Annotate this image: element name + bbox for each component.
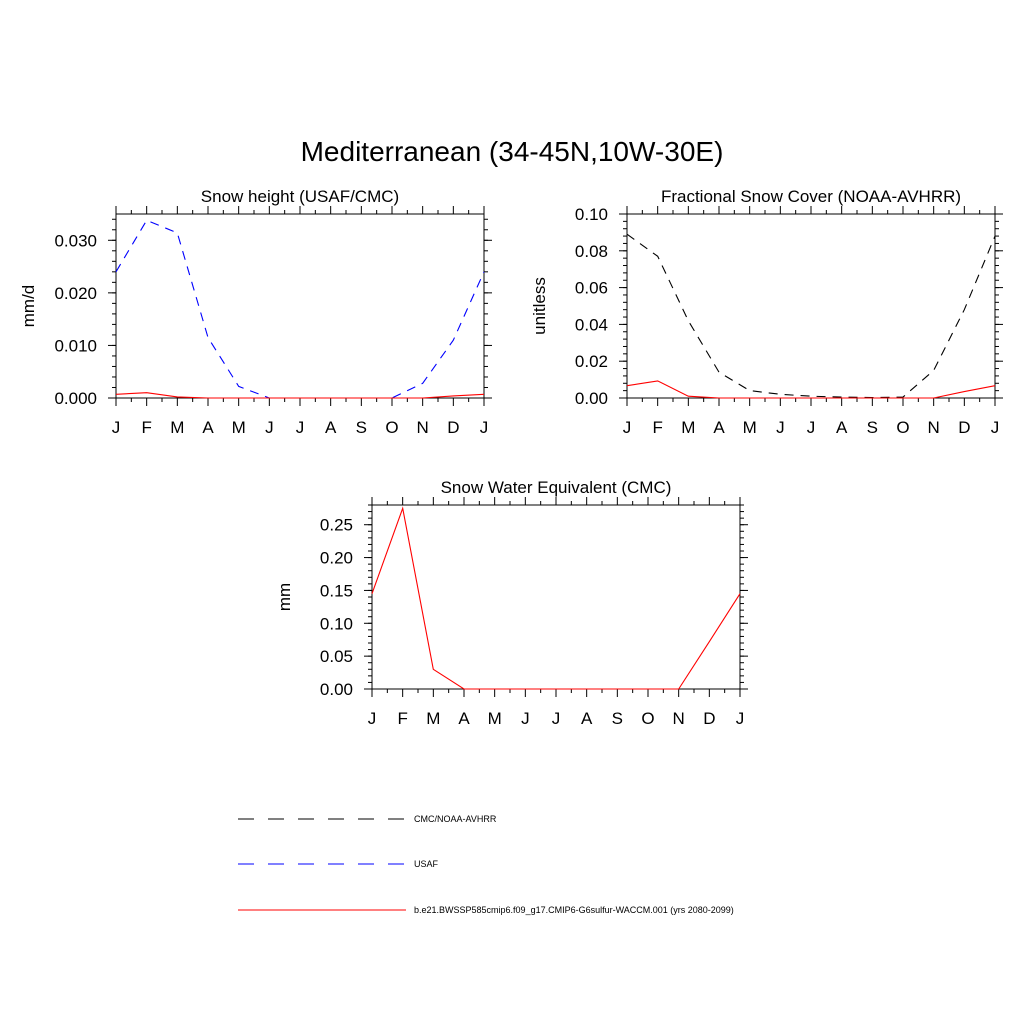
y-tick-label: 0.08 bbox=[575, 242, 608, 261]
panel-fractional-snow-cover: Fractional Snow Cover (NOAA-AVHRR) unitle… bbox=[530, 187, 1003, 437]
x-tick-label: J bbox=[112, 418, 121, 437]
x-tick-label: J bbox=[552, 709, 561, 728]
y-tick-label: 0.020 bbox=[54, 284, 97, 303]
x-tick-label: A bbox=[713, 418, 725, 437]
plot-frame bbox=[626, 213, 996, 399]
panel-title: Snow Water Equivalent (CMC) bbox=[441, 478, 672, 497]
x-tick-label: M bbox=[743, 418, 757, 437]
x-tick-label: M bbox=[488, 709, 502, 728]
y-tick-label: 0.10 bbox=[575, 205, 608, 224]
x-tick-label: J bbox=[991, 418, 1000, 437]
x-tick-label: D bbox=[958, 418, 970, 437]
x-tick-label: J bbox=[480, 418, 489, 437]
series-line bbox=[115, 392, 485, 399]
y-tick-label: 0.15 bbox=[320, 581, 353, 600]
x-tick-label: M bbox=[170, 418, 184, 437]
panel-title: Snow height (USAF/CMC) bbox=[201, 187, 399, 206]
series-line bbox=[371, 506, 741, 690]
x-tick-label: F bbox=[652, 418, 662, 437]
x-tick-label: J bbox=[521, 709, 530, 728]
plot-frame bbox=[115, 213, 485, 399]
y-tick-label: 0.000 bbox=[54, 389, 97, 408]
x-tick-label: A bbox=[836, 418, 848, 437]
x-tick-label: J bbox=[623, 418, 632, 437]
x-tick-label: A bbox=[458, 709, 470, 728]
x-tick-label: S bbox=[867, 418, 878, 437]
y-tick-label: 0.25 bbox=[320, 516, 353, 535]
x-tick-label: J bbox=[296, 418, 305, 437]
x-tick-label: J bbox=[368, 709, 377, 728]
legend-label: b.e21.BWSSP585cmip6.f09_g17.CMIP6-G6sulf… bbox=[414, 905, 734, 915]
x-tick-label: D bbox=[447, 418, 459, 437]
x-tick-label: O bbox=[385, 418, 398, 437]
x-tick-label: J bbox=[265, 418, 274, 437]
x-tick-label: S bbox=[612, 709, 623, 728]
page-title: Mediterranean (34-45N,10W-30E) bbox=[300, 136, 724, 167]
series-line bbox=[626, 233, 996, 399]
y-tick-label: 0.05 bbox=[320, 647, 353, 666]
series-line bbox=[115, 219, 485, 399]
x-tick-label: N bbox=[417, 418, 429, 437]
y-axis-label: mm/d bbox=[19, 285, 38, 328]
panel-snow-water-equivalent: Snow Water Equivalent (CMC)mmJ F M A M J J A S O N… bbox=[275, 478, 748, 728]
x-tick-label: A bbox=[581, 709, 593, 728]
x-tick-label: J bbox=[776, 418, 785, 437]
y-tick-label: 0.20 bbox=[320, 549, 353, 568]
y-axis-label: unitless bbox=[530, 277, 549, 335]
x-tick-label: M bbox=[232, 418, 246, 437]
x-tick-label: D bbox=[703, 709, 715, 728]
y-tick-label: 0.00 bbox=[320, 680, 353, 699]
x-tick-label: F bbox=[141, 418, 151, 437]
y-tick-label: 0.10 bbox=[320, 614, 353, 633]
y-tick-label: 0.04 bbox=[575, 315, 608, 334]
panel-title: Fractional Snow Cover (NOAA-AVHRR) bbox=[661, 187, 961, 206]
x-tick-label: O bbox=[896, 418, 909, 437]
x-tick-label: S bbox=[356, 418, 367, 437]
x-tick-label: A bbox=[325, 418, 337, 437]
x-tick-label: J bbox=[736, 709, 745, 728]
x-tick-label: O bbox=[641, 709, 654, 728]
legend-label: USAF bbox=[414, 859, 439, 869]
y-tick-label: 0.00 bbox=[575, 389, 608, 408]
y-tick-label: 0.02 bbox=[575, 352, 608, 371]
x-tick-label: N bbox=[928, 418, 940, 437]
plot-frame bbox=[371, 504, 741, 690]
y-tick-label: 0.030 bbox=[54, 231, 97, 250]
x-tick-label: M bbox=[681, 418, 695, 437]
panel-snow-height: Snow height (USAF/CMC)mm/dJ F M A M J J A S O N D J0… bbox=[19, 187, 492, 437]
y-axis-label: mm bbox=[275, 583, 294, 611]
legend-label: CMC/NOAA-AVHRR bbox=[414, 814, 497, 824]
legend: CMC/NOAA-AVHRR USAF b.e21.BWSSP585cmip6.f0… bbox=[238, 814, 734, 915]
y-tick-label: 0.010 bbox=[54, 336, 97, 355]
x-tick-label: J bbox=[807, 418, 816, 437]
x-tick-label: A bbox=[202, 418, 214, 437]
y-tick-label: 0.06 bbox=[575, 279, 608, 298]
x-tick-label: M bbox=[426, 709, 440, 728]
series-line bbox=[626, 380, 996, 399]
x-tick-label: F bbox=[397, 709, 407, 728]
x-tick-label: N bbox=[673, 709, 685, 728]
